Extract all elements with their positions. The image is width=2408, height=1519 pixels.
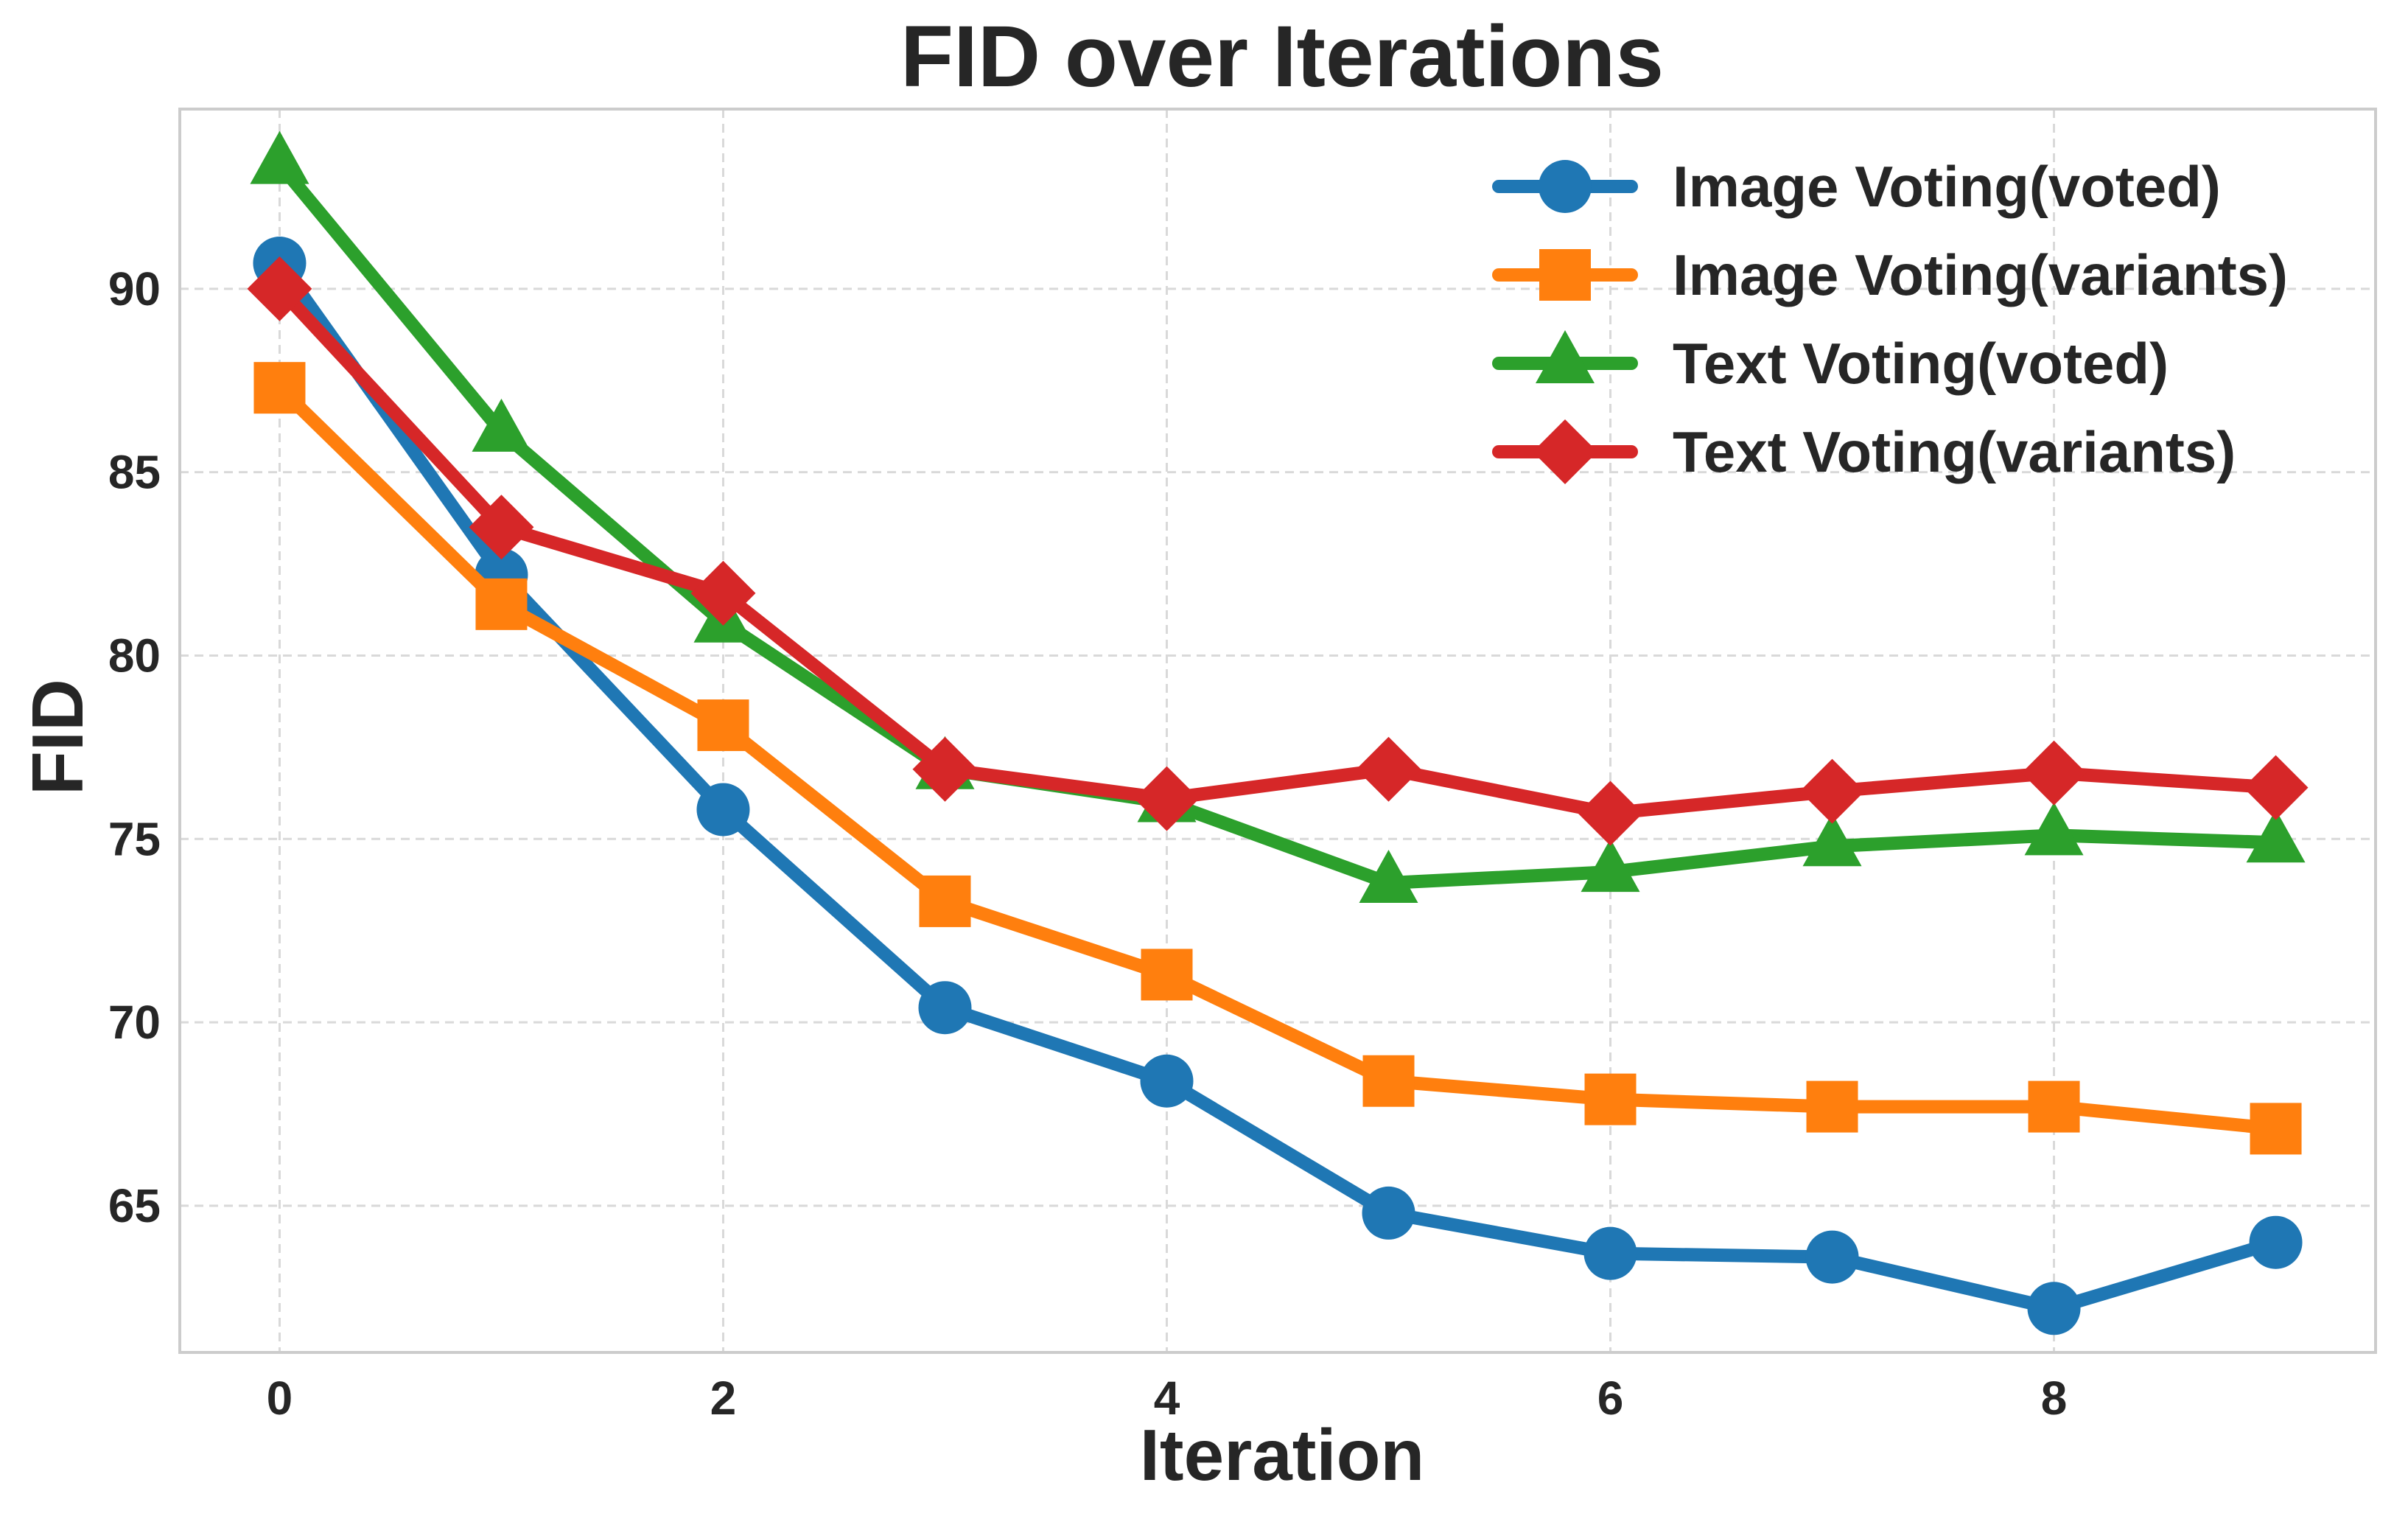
diamond-marker — [690, 560, 756, 626]
legend-circle-marker — [1539, 160, 1592, 213]
circle-marker — [1362, 1186, 1415, 1240]
circle-marker — [1583, 1226, 1637, 1280]
diamond-marker — [1799, 758, 1865, 824]
diamond-marker — [247, 256, 312, 321]
triangle-marker — [2246, 809, 2306, 863]
square-marker — [1141, 949, 1193, 1001]
chart-title: FID over Iterations — [900, 8, 1664, 105]
legend-diamond-marker — [1533, 419, 1597, 484]
legend-label: Image Voting(voted) — [1673, 154, 2221, 219]
legend-square-marker — [1539, 249, 1591, 301]
diamond-marker — [1356, 736, 1421, 802]
series-diamond — [247, 256, 2309, 846]
legend-label: Text Voting(voted) — [1673, 331, 2169, 396]
circle-marker — [696, 783, 750, 837]
y-tick-label: 80 — [108, 629, 161, 682]
square-marker — [919, 875, 971, 927]
diamond-marker — [2021, 740, 2087, 806]
legend: Image Voting(voted) Image Voting(variants… — [1492, 154, 2288, 484]
x-tick-label: 4 — [1154, 1372, 1180, 1425]
triangle-marker — [1802, 813, 1862, 867]
square-marker — [697, 699, 749, 752]
square-marker — [1584, 1073, 1637, 1125]
legend-label: Image Voting(variants) — [1673, 242, 2288, 307]
triangle-marker — [2024, 802, 2084, 856]
x-tick-label: 6 — [1597, 1372, 1624, 1425]
series-line — [273, 381, 2283, 1136]
legend-triangle-marker — [1536, 330, 1595, 383]
series-line — [273, 282, 2283, 820]
y-axis-label: FID — [17, 679, 98, 795]
diamond-marker — [1134, 766, 1200, 831]
y-tick-label: 90 — [108, 262, 161, 315]
circle-marker — [918, 981, 972, 1035]
square-marker — [1362, 1055, 1415, 1107]
square-marker — [2028, 1080, 2080, 1133]
axis-ticks: 0 2 4 6 8 65 70 75 80 85 90 — [108, 262, 2068, 1425]
circle-marker — [1140, 1054, 1194, 1108]
series-lines — [247, 130, 2309, 1335]
circle-marker — [1805, 1230, 1859, 1284]
y-tick-label: 65 — [108, 1179, 161, 1232]
series-line — [273, 157, 2283, 890]
diamond-marker — [1578, 781, 1643, 846]
series-line — [273, 256, 2283, 1316]
square-marker — [1806, 1080, 1858, 1133]
series-square — [253, 362, 2302, 1155]
legend-label: Text Voting(variants) — [1673, 419, 2236, 484]
triangle-marker — [472, 398, 531, 452]
square-marker — [2250, 1103, 2302, 1155]
square-marker — [475, 578, 528, 630]
x-tick-label: 0 — [267, 1372, 293, 1425]
triangle-marker — [1581, 839, 1640, 893]
x-axis-label: Iteration — [1140, 1414, 1425, 1495]
diamond-marker — [912, 736, 978, 802]
triangle-marker — [250, 130, 309, 184]
square-marker — [253, 362, 306, 414]
circle-marker — [2027, 1282, 2081, 1335]
y-tick-label: 85 — [108, 446, 161, 499]
triangle-marker — [1359, 850, 1418, 904]
y-tick-label: 75 — [108, 812, 161, 865]
x-tick-label: 2 — [710, 1372, 737, 1425]
diamond-marker — [469, 495, 534, 560]
x-tick-label: 8 — [2041, 1372, 2068, 1425]
plot-frame — [178, 108, 2377, 1354]
diamond-marker — [2243, 755, 2309, 820]
y-tick-label: 70 — [108, 996, 161, 1049]
circle-marker — [2249, 1215, 2303, 1269]
